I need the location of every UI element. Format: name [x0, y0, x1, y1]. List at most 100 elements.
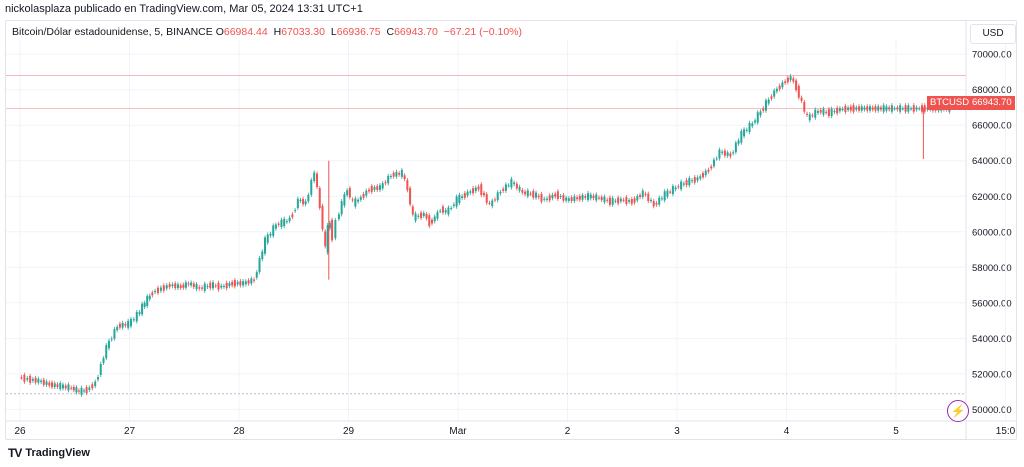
- x-tick-label: 15:0: [996, 426, 1016, 437]
- candle-body: [179, 285, 182, 288]
- candle-body: [548, 195, 551, 201]
- candle-body: [359, 197, 362, 200]
- candle-body: [764, 100, 767, 111]
- tradingview-logo-icon: TV: [8, 446, 22, 460]
- candle-body: [567, 198, 570, 201]
- candle-body: [524, 191, 527, 195]
- candle-body: [696, 177, 699, 181]
- candle-body: [778, 85, 781, 90]
- candle-body: [143, 302, 146, 307]
- candle-body: [40, 380, 43, 382]
- y-tick-label: 62000.00: [972, 192, 1012, 203]
- candle-body: [110, 338, 113, 340]
- candle-body: [346, 190, 349, 196]
- candle-body: [34, 377, 37, 383]
- candle-body: [233, 280, 236, 287]
- candle-body: [261, 251, 264, 260]
- candle-body: [600, 196, 603, 200]
- candle-body: [899, 105, 902, 112]
- candle-body: [107, 340, 110, 349]
- candle-body: [644, 193, 647, 195]
- candle-body: [688, 177, 691, 186]
- candle-body: [384, 182, 387, 184]
- y-tick-label: 52000.00: [972, 369, 1012, 380]
- candle-body: [231, 282, 234, 286]
- candle-body: [743, 129, 746, 137]
- candle-body: [37, 378, 40, 383]
- currency-button[interactable]: USD: [970, 24, 1016, 44]
- candle-body: [901, 108, 904, 110]
- candle-body: [425, 214, 428, 219]
- candle-body: [354, 198, 357, 207]
- candle-body: [378, 185, 381, 190]
- candle-body: [53, 383, 56, 388]
- footer-brand: TradingView: [25, 447, 90, 459]
- candle-body: [732, 152, 735, 154]
- candle-body: [59, 383, 62, 390]
- candle-body: [756, 112, 759, 123]
- candle-body: [255, 272, 258, 278]
- candle-body: [745, 129, 748, 131]
- symbol-info: Bitcoin/Dólar estadounidense, 5, BINANCE…: [12, 26, 525, 38]
- x-tick-label: 28: [233, 426, 245, 437]
- candle-body: [693, 177, 696, 183]
- candle-body: [326, 225, 329, 253]
- candle-body: [91, 384, 94, 389]
- candle-body: [310, 179, 313, 195]
- candle-body: [633, 198, 636, 203]
- candle-body: [466, 191, 469, 196]
- candle-body: [132, 319, 135, 321]
- candle-body: [296, 198, 299, 208]
- candle-body: [890, 105, 893, 112]
- candle-body: [611, 197, 614, 205]
- candle-body: [526, 190, 529, 197]
- candle-body: [592, 195, 595, 199]
- candle-body: [116, 326, 119, 331]
- candle-body: [236, 282, 239, 285]
- x-tick-label: Mar: [449, 426, 467, 437]
- candle-body: [171, 284, 174, 287]
- candle-body: [518, 186, 521, 191]
- candle-body: [138, 312, 141, 315]
- candle-body: [554, 193, 557, 197]
- candle-body: [726, 152, 729, 156]
- candle-body: [502, 188, 505, 191]
- candle-body: [417, 215, 420, 217]
- candle-body: [619, 198, 622, 202]
- candle-body: [808, 114, 811, 121]
- candle-body: [264, 237, 267, 254]
- candle-body: [792, 78, 795, 82]
- candle-body: [584, 196, 587, 198]
- candle-body: [211, 282, 214, 289]
- chart-frame[interactable]: [5, 20, 1017, 440]
- candle-body: [691, 180, 694, 182]
- candle-body: [331, 219, 334, 241]
- candle-body: [274, 224, 277, 229]
- candle-body: [477, 186, 480, 190]
- candle-body: [907, 105, 910, 112]
- candle-body: [441, 206, 444, 213]
- lightning-icon[interactable]: ⚡: [947, 400, 969, 422]
- candle-body: [362, 193, 365, 198]
- candle-body: [159, 287, 162, 291]
- candle-body: [187, 283, 190, 285]
- candle-body: [578, 195, 581, 200]
- candle-body: [540, 193, 543, 202]
- candle-body: [573, 196, 576, 202]
- candle-body: [852, 105, 855, 112]
- candle-body: [318, 188, 321, 208]
- candle-body: [337, 214, 340, 219]
- ticker-price-tag: BTCUSD: [927, 96, 973, 110]
- candle-body: [515, 183, 518, 189]
- candle-body: [176, 284, 179, 289]
- candle-body: [608, 197, 611, 205]
- candle-body: [677, 186, 680, 188]
- candle-body: [294, 210, 297, 212]
- candle-body: [803, 101, 806, 112]
- open-value: 66984.44: [223, 26, 268, 38]
- candle-body: [499, 192, 502, 194]
- candle-body: [129, 319, 132, 327]
- candle-body: [340, 201, 343, 215]
- candle-body: [192, 283, 195, 287]
